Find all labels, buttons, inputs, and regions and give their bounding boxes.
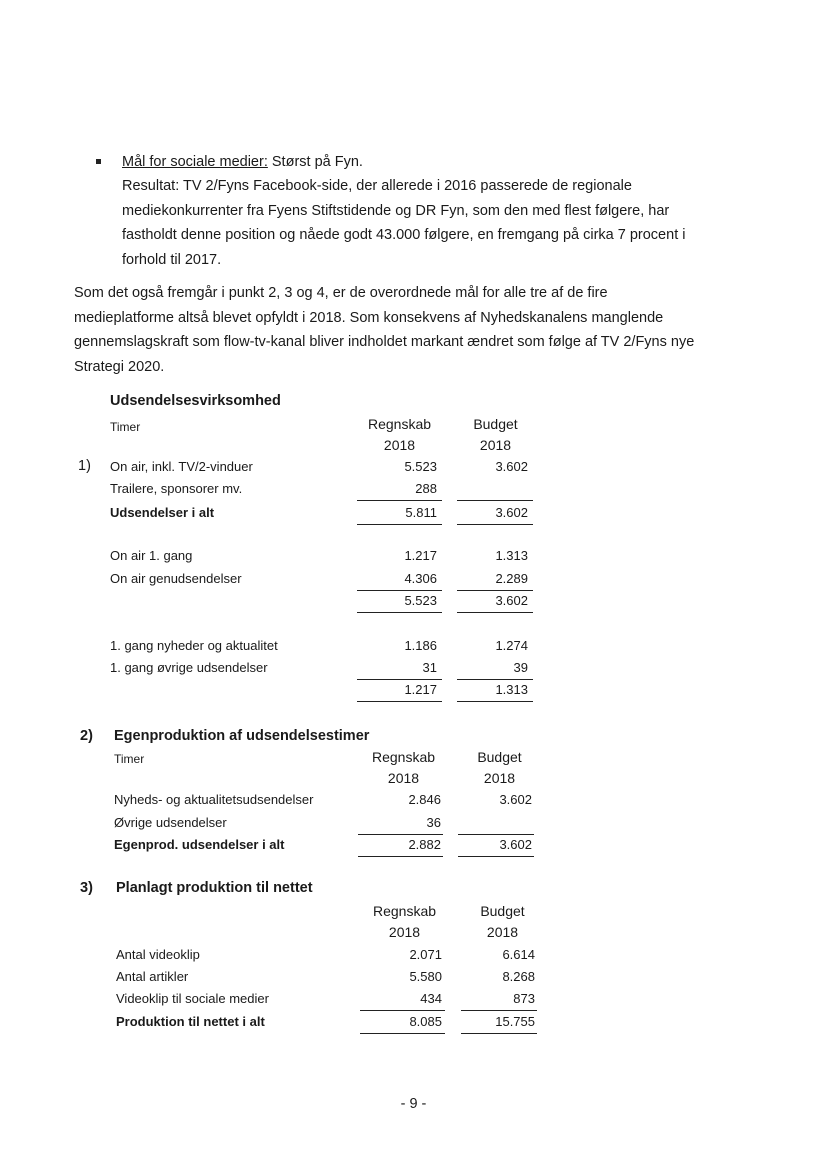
section-number: 2) bbox=[80, 728, 93, 744]
underline-rule bbox=[360, 1010, 445, 1011]
bullet-icon bbox=[96, 159, 101, 164]
row-label: Trailere, sponsorer mv. bbox=[110, 481, 243, 496]
value-budget: 39 bbox=[513, 660, 528, 675]
row-label: Nyheds- og aktualitetsudsendelser bbox=[114, 792, 314, 807]
underline-rule bbox=[358, 856, 443, 857]
value-regnskab: 434 bbox=[420, 991, 442, 1006]
paragraph-line: Som det også fremgår i punkt 2, 3 og 4, … bbox=[74, 285, 608, 301]
section-title: Planlagt produktion til nettet bbox=[116, 880, 313, 896]
section-number: 3) bbox=[80, 880, 93, 896]
bullet-heading: Mål for sociale medier: Størst på Fyn. bbox=[122, 150, 363, 174]
underline-rule bbox=[457, 500, 533, 501]
underline-rule bbox=[357, 612, 442, 613]
value-regnskab: 8.085 bbox=[409, 1014, 442, 1029]
value-regnskab: 36 bbox=[426, 815, 441, 830]
bullet-heading-rest: Størst på Fyn. bbox=[267, 154, 363, 170]
underline-rule bbox=[457, 612, 533, 613]
page-number: - 9 - bbox=[400, 1096, 427, 1112]
row-label: Antal artikler bbox=[116, 969, 189, 984]
value-regnskab: 4.306 bbox=[404, 571, 437, 586]
underline-rule bbox=[360, 1033, 445, 1034]
value-regnskab: 1.217 bbox=[404, 682, 437, 697]
paragraph-line: Strategi 2020. bbox=[74, 358, 165, 375]
underline-rule bbox=[457, 524, 533, 525]
value-regnskab: 2.071 bbox=[409, 947, 442, 962]
row-label: On air 1. gang bbox=[110, 548, 193, 563]
underline-rule bbox=[461, 1033, 537, 1034]
section-title: Egenproduktion af udsendelsestimer bbox=[114, 728, 370, 744]
underline-rule bbox=[461, 1010, 537, 1011]
row-label: 1. gang nyheder og aktualitet bbox=[110, 638, 278, 653]
value-budget: 3.602 bbox=[495, 505, 528, 520]
row-label: Udsendelser i alt bbox=[110, 505, 215, 520]
value-budget: 2.289 bbox=[495, 571, 528, 586]
column-header-budget: Budget bbox=[480, 903, 525, 919]
underline-rule bbox=[357, 590, 442, 591]
column-header-budget: 2018 bbox=[486, 924, 519, 940]
bullet-text-line: fastholdt denne position og nåede godt 4… bbox=[122, 227, 686, 243]
underline-rule bbox=[458, 856, 534, 857]
value-regnskab: 5.580 bbox=[409, 969, 442, 984]
underline-rule bbox=[457, 679, 533, 680]
column-header-regnskab: Regnskab bbox=[372, 903, 437, 919]
column-header-budget: 2018 bbox=[479, 437, 512, 453]
value-regnskab: 5.523 bbox=[404, 593, 437, 608]
column-header-regnskab: 2018 bbox=[387, 770, 420, 786]
column-header-regnskab: Regnskab bbox=[371, 749, 436, 765]
value-budget: 3.602 bbox=[495, 459, 528, 474]
section-title: Udsendelsesvirksomhed bbox=[110, 393, 281, 409]
value-budget: 8.268 bbox=[502, 969, 535, 984]
column-header-budget: Budget bbox=[477, 749, 522, 765]
value-regnskab: 31 bbox=[422, 660, 437, 675]
value-regnskab: 1.186 bbox=[404, 638, 437, 653]
value-regnskab: 2.882 bbox=[408, 837, 441, 852]
value-regnskab: 5.811 bbox=[405, 505, 437, 520]
column-header-regnskab: Regnskab bbox=[367, 416, 432, 432]
value-regnskab: 1.217 bbox=[404, 548, 437, 563]
bullet-text-line: mediekonkurrenter fra Fyens Stiftstidend… bbox=[122, 202, 670, 219]
bullet-heading-label: Mål for sociale medier: bbox=[122, 154, 268, 170]
underline-rule bbox=[457, 701, 533, 702]
bullet-text-line: forhold til 2017. bbox=[122, 251, 222, 268]
row-label: Produktion til nettet i alt bbox=[116, 1014, 265, 1029]
row-label: On air, inkl. TV/2-vinduer bbox=[110, 459, 253, 474]
row-label: On air genudsendelser bbox=[110, 571, 242, 586]
underline-rule bbox=[458, 834, 534, 835]
column-header-budget: Budget bbox=[473, 416, 518, 432]
value-budget: 3.602 bbox=[495, 593, 528, 608]
value-budget: 1.313 bbox=[495, 548, 528, 563]
value-budget: 15.755 bbox=[495, 1014, 535, 1029]
row-label: Øvrige udsendelser bbox=[114, 815, 227, 830]
underline-rule bbox=[357, 500, 442, 501]
value-budget: 3.602 bbox=[499, 837, 532, 852]
underline-rule bbox=[457, 590, 533, 591]
underline-rule bbox=[358, 834, 443, 835]
paragraph-line: medieplatforme altså blevet opfyldt i 20… bbox=[74, 309, 664, 326]
row-label: Antal videoklip bbox=[116, 947, 200, 962]
underline-rule bbox=[357, 701, 442, 702]
column-header-regnskab: 2018 bbox=[383, 437, 416, 453]
value-budget: 1.274 bbox=[495, 638, 528, 653]
value-regnskab: 2.846 bbox=[408, 792, 441, 807]
column-header-regnskab: 2018 bbox=[388, 924, 421, 940]
paragraph-line: gennemslagskraft som flow-tv-kanal blive… bbox=[74, 334, 695, 350]
row-label: Videoklip til sociale medier bbox=[116, 991, 269, 1006]
row-label: Egenprod. udsendelser i alt bbox=[114, 837, 285, 852]
value-budget: 6.614 bbox=[502, 947, 535, 962]
value-budget: 873 bbox=[513, 991, 535, 1006]
underline-rule bbox=[357, 524, 442, 525]
column-header-budget: 2018 bbox=[483, 770, 516, 786]
unit-label: Timer bbox=[110, 420, 141, 434]
value-regnskab: 288 bbox=[415, 481, 437, 496]
value-regnskab: 5.523 bbox=[404, 459, 437, 474]
row-label: 1. gang øvrige udsendelser bbox=[110, 660, 268, 675]
bullet-text-line: Resultat: TV 2/Fyns Facebook-side, der a… bbox=[122, 178, 632, 194]
row-number: 1) bbox=[78, 458, 91, 474]
underline-rule bbox=[357, 679, 442, 680]
value-budget: 3.602 bbox=[499, 792, 532, 807]
value-budget: 1.313 bbox=[495, 682, 528, 697]
unit-label: Timer bbox=[114, 752, 145, 766]
